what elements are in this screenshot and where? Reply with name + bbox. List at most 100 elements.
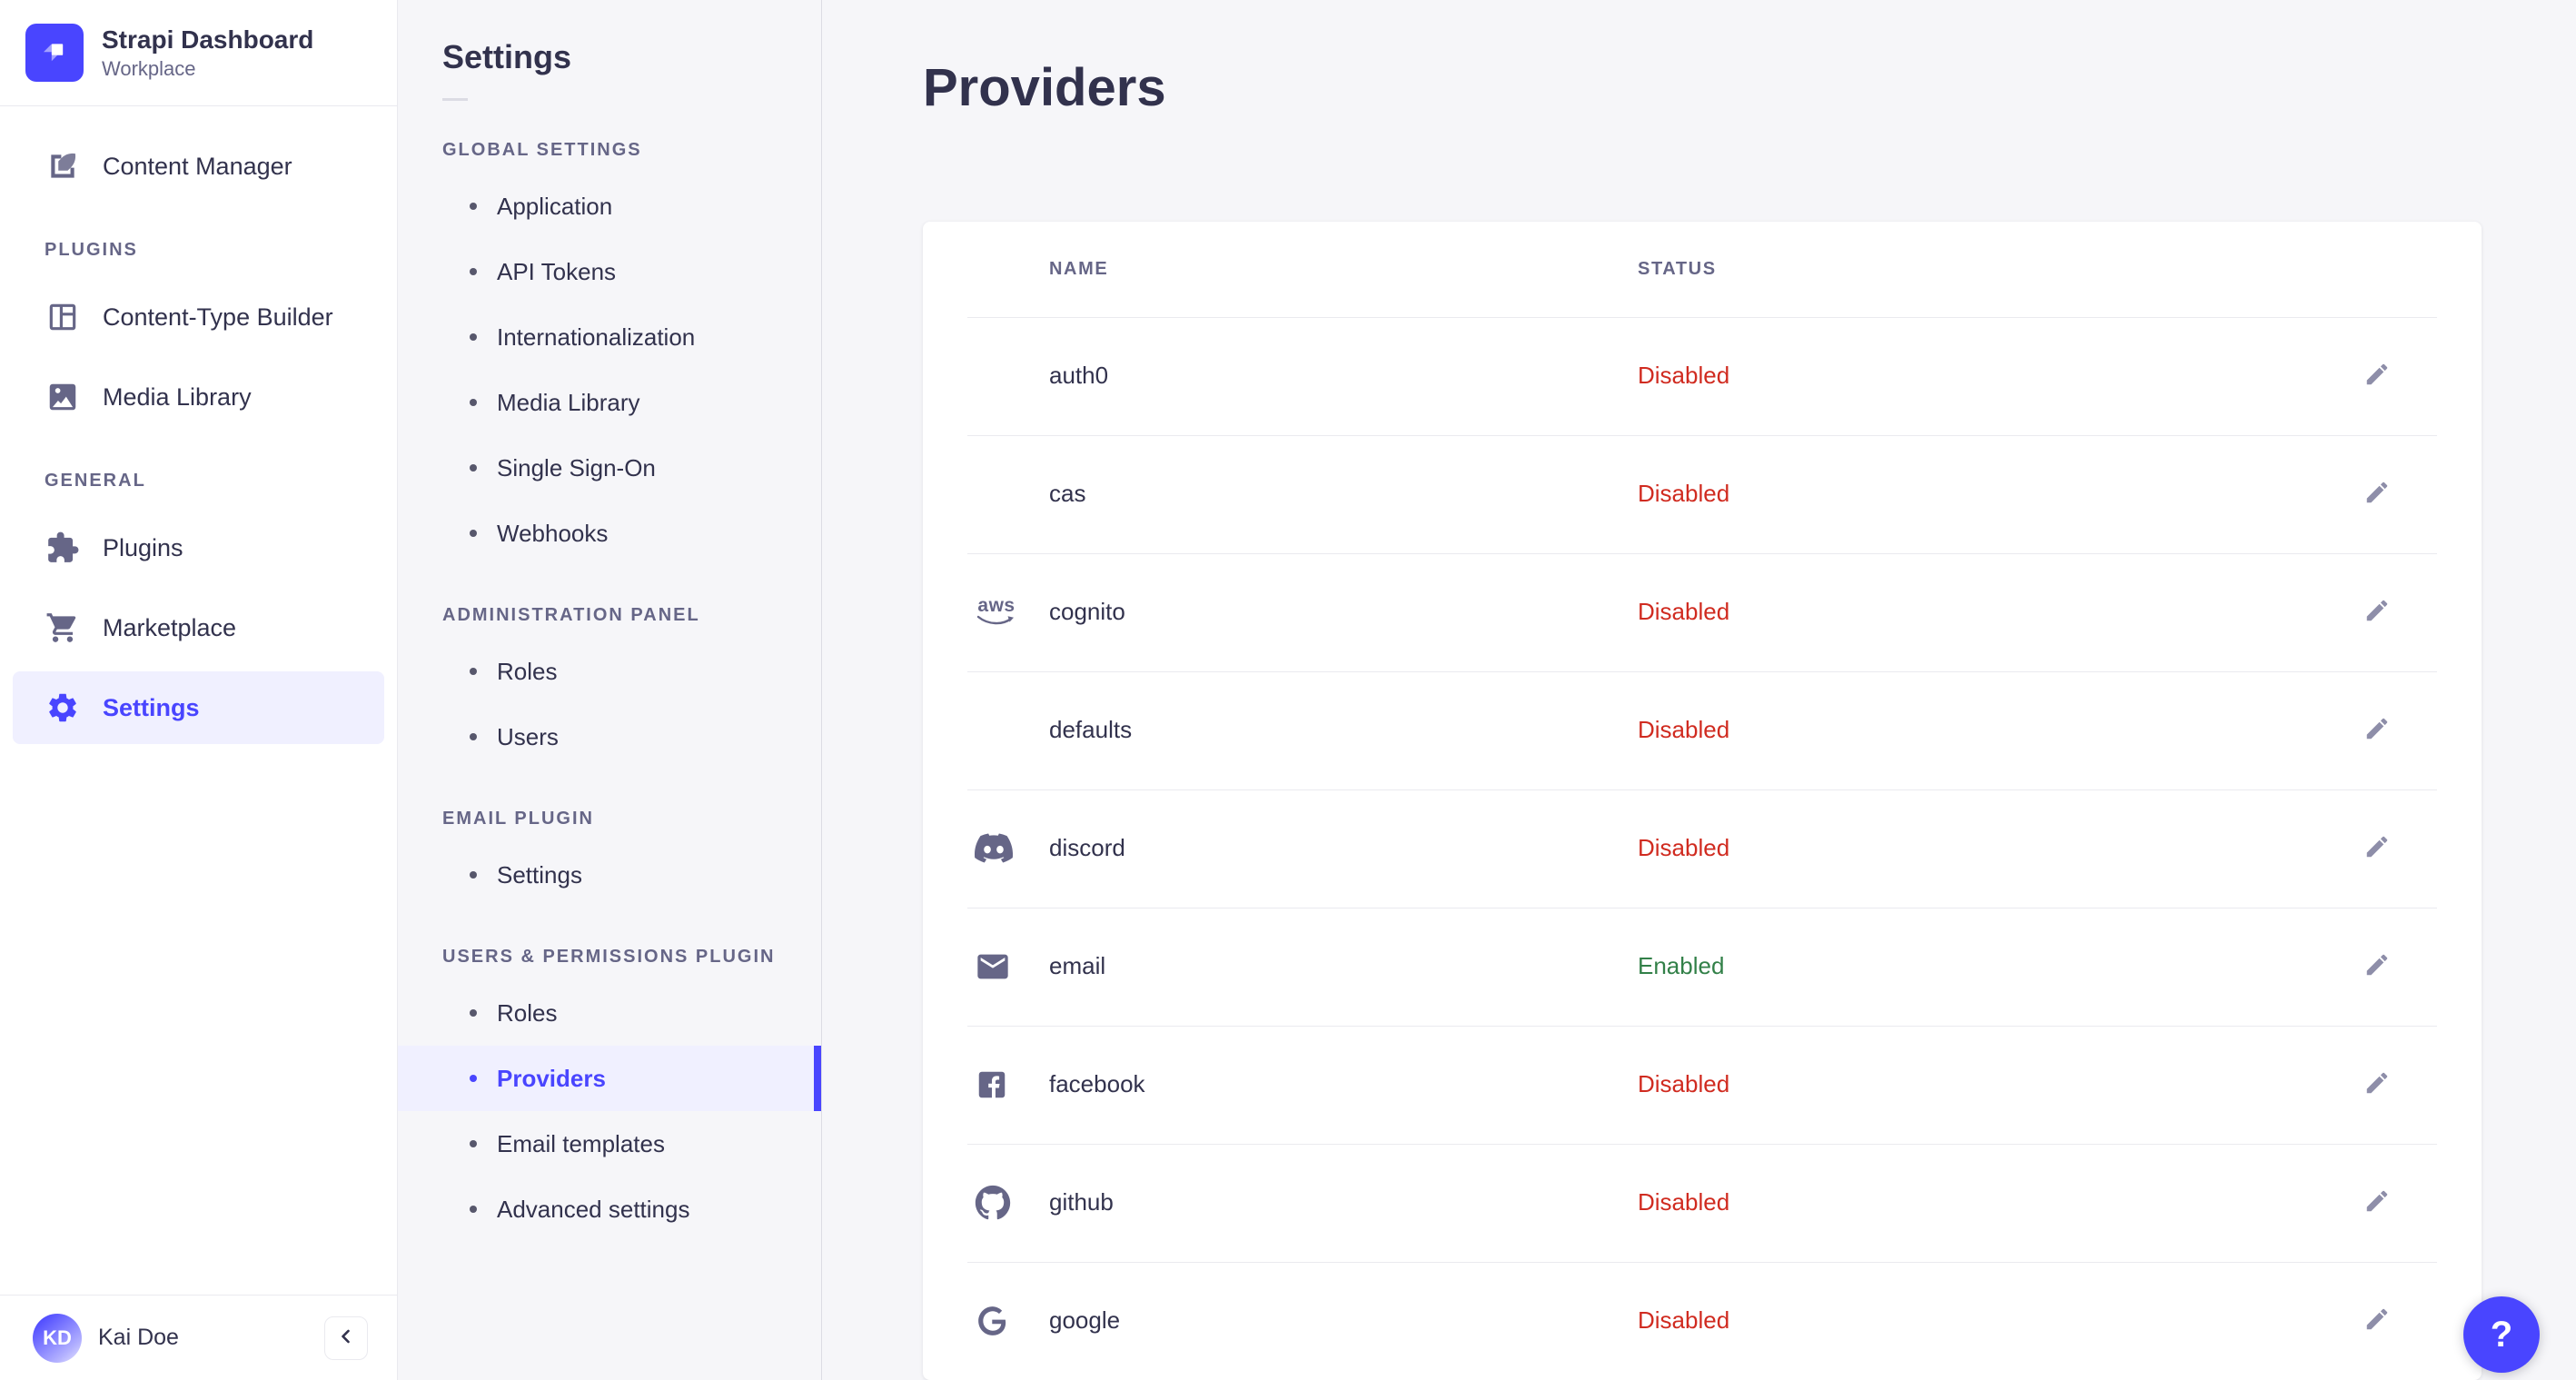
sidebar-item-plugins[interactable]: Plugins bbox=[0, 508, 397, 588]
edit-provider-button[interactable] bbox=[2355, 709, 2399, 752]
status-badge: Disabled bbox=[1638, 1188, 1730, 1216]
sidebar-item-marketplace[interactable]: Marketplace bbox=[0, 588, 397, 668]
bullet-icon bbox=[470, 1075, 477, 1082]
settings-nav-label: Settings bbox=[497, 860, 582, 889]
edit-provider-button[interactable] bbox=[2355, 354, 2399, 398]
bullet-icon bbox=[470, 530, 477, 537]
provider-name: auth0 bbox=[1049, 362, 1109, 390]
plugins-group: Content-Type Builder Media Library bbox=[0, 277, 397, 437]
settings-sidebar: Settings GLOBAL SETTINGS Application API… bbox=[398, 0, 822, 1380]
settings-title-divider bbox=[442, 98, 468, 101]
table-row-cognito[interactable]: aws cognito Disabled bbox=[923, 552, 2482, 671]
provider-name: cognito bbox=[1049, 598, 1125, 626]
table-header: NAME STATUS bbox=[923, 222, 2482, 317]
edit-provider-button[interactable] bbox=[2355, 1299, 2399, 1343]
main-content: Providers NAME STATUS auth0 Disabled cas… bbox=[822, 0, 2576, 1380]
settings-nav-label: Users bbox=[497, 722, 559, 750]
settings-nav-item-media-library[interactable]: Media Library bbox=[398, 370, 821, 435]
discord-icon bbox=[975, 833, 1049, 864]
bullet-icon bbox=[470, 871, 477, 879]
bullet-icon bbox=[470, 1140, 477, 1147]
status-badge: Disabled bbox=[1638, 1070, 1730, 1098]
sidebar-item-label: Media Library bbox=[103, 382, 252, 411]
settings-nav-item-up-roles[interactable]: Roles bbox=[398, 980, 821, 1046]
section-users-permissions-plugin: USERS & PERMISSIONS PLUGIN bbox=[442, 946, 776, 967]
strapi-mark bbox=[44, 44, 64, 62]
settings-nav-label: Roles bbox=[497, 998, 558, 1027]
sidebar-item-content-type-builder[interactable]: Content-Type Builder bbox=[0, 277, 397, 357]
pencil-icon bbox=[2363, 833, 2391, 863]
bullet-icon bbox=[470, 464, 477, 472]
settings-nav-item-email-settings[interactable]: Settings bbox=[398, 842, 821, 908]
workspace-brand[interactable]: Strapi Dashboard Workplace bbox=[0, 0, 397, 106]
settings-nav-item-single-sign-on[interactable]: Single Sign-On bbox=[398, 435, 821, 501]
table-row-facebook[interactable]: facebook Disabled bbox=[923, 1025, 2482, 1144]
settings-nav-item-advanced-settings[interactable]: Advanced settings bbox=[398, 1176, 821, 1242]
bullet-icon bbox=[470, 668, 477, 675]
settings-nav-label: Media Library bbox=[497, 388, 640, 416]
email-envelope-icon bbox=[975, 948, 1049, 985]
settings-nav-item-email-templates[interactable]: Email templates bbox=[398, 1111, 821, 1176]
workspace-subtitle: Workplace bbox=[102, 57, 196, 81]
sidebar-item-settings[interactable]: Settings bbox=[13, 671, 384, 744]
strapi-logo-icon bbox=[25, 24, 84, 82]
table-row-auth0[interactable]: auth0 Disabled bbox=[923, 316, 2482, 435]
github-icon bbox=[975, 1185, 1049, 1221]
pencil-icon bbox=[2363, 1187, 2391, 1217]
settings-nav-label: Advanced settings bbox=[497, 1195, 690, 1223]
settings-nav-item-providers[interactable]: Providers bbox=[398, 1046, 821, 1111]
main-nav: Content Manager PLUGINS Content-Type Bui… bbox=[0, 106, 397, 748]
edit-provider-button[interactable] bbox=[2355, 591, 2399, 634]
edit-provider-button[interactable] bbox=[2355, 827, 2399, 870]
column-header-status: STATUS bbox=[1638, 258, 1717, 279]
sidebar-item-label: Content Manager bbox=[103, 152, 292, 180]
settings-nav-label: API Tokens bbox=[497, 257, 617, 285]
sidebar-item-media-library[interactable]: Media Library bbox=[0, 357, 397, 437]
sidebar-item-content-manager[interactable]: Content Manager bbox=[0, 126, 397, 206]
table-row-cas[interactable]: cas Disabled bbox=[923, 434, 2482, 553]
settings-nav-item-internationalization[interactable]: Internationalization bbox=[398, 304, 821, 370]
settings-nav-item-api-tokens[interactable]: API Tokens bbox=[398, 239, 821, 304]
bullet-icon bbox=[470, 268, 477, 275]
sidebar-item-label: Content-Type Builder bbox=[103, 303, 333, 331]
general-group: Plugins Marketplace Settings bbox=[0, 508, 397, 748]
edit-provider-button[interactable] bbox=[2355, 472, 2399, 516]
status-badge: Disabled bbox=[1638, 1306, 1730, 1335]
settings-nav-item-admin-users[interactable]: Users bbox=[398, 704, 821, 769]
edit-provider-button[interactable] bbox=[2355, 1063, 2399, 1107]
settings-nav-item-admin-roles[interactable]: Roles bbox=[398, 639, 821, 704]
status-badge: Disabled bbox=[1638, 362, 1730, 390]
sidebar-item-label: Plugins bbox=[103, 533, 183, 561]
settings-nav-label: Providers bbox=[497, 1064, 606, 1092]
provider-name: github bbox=[1049, 1188, 1114, 1216]
provider-name: defaults bbox=[1049, 716, 1133, 744]
sidebar-section-general: GENERAL bbox=[45, 470, 146, 491]
table-row-google[interactable]: google Disabled bbox=[923, 1261, 2482, 1380]
help-button[interactable]: ? bbox=[2463, 1296, 2540, 1373]
user-name: Kai Doe bbox=[98, 1325, 179, 1350]
facebook-icon bbox=[975, 1067, 1049, 1102]
status-badge: Disabled bbox=[1638, 716, 1730, 744]
status-badge: Disabled bbox=[1638, 834, 1730, 862]
settings-nav-item-webhooks[interactable]: Webhooks bbox=[398, 501, 821, 566]
chevron-left-icon bbox=[335, 1325, 357, 1350]
settings-nav-item-application[interactable]: Application bbox=[398, 174, 821, 239]
table-row-email[interactable]: email Enabled bbox=[923, 907, 2482, 1026]
edit-provider-button[interactable] bbox=[2355, 945, 2399, 988]
sidebar-collapse-button[interactable] bbox=[324, 1315, 368, 1360]
bullet-icon bbox=[470, 333, 477, 341]
pencil-icon bbox=[2363, 1306, 2391, 1335]
edit-provider-button[interactable] bbox=[2355, 1181, 2399, 1225]
settings-nav-label: Roles bbox=[497, 657, 558, 685]
sidebar-item-label: Marketplace bbox=[103, 613, 237, 641]
user-avatar[interactable]: KD bbox=[33, 1313, 82, 1363]
table-row-discord[interactable]: discord Disabled bbox=[923, 789, 2482, 908]
provider-name: cas bbox=[1049, 480, 1086, 508]
table-row-github[interactable]: github Disabled bbox=[923, 1143, 2482, 1262]
brand-text: Strapi Dashboard Workplace bbox=[102, 24, 313, 82]
table-row-defaults[interactable]: defaults Disabled bbox=[923, 670, 2482, 789]
settings-nav-label: Application bbox=[497, 192, 613, 220]
column-header-name: NAME bbox=[1049, 258, 1109, 279]
pencil-icon bbox=[2363, 479, 2391, 509]
content-type-builder-icon bbox=[45, 299, 81, 335]
